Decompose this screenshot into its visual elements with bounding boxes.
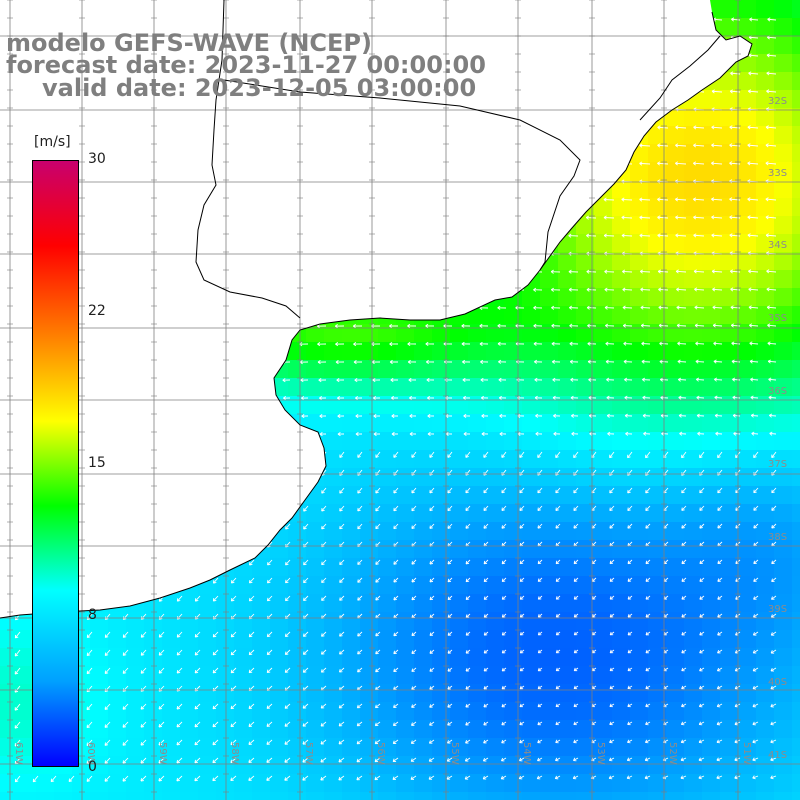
- colorbar-tick-22: 22: [88, 303, 106, 319]
- latitude-label: 40S: [768, 677, 787, 688]
- colorbar-tick-0: 0: [88, 759, 97, 775]
- latitude-label: 33S: [768, 168, 787, 179]
- latitude-labels: 32S 33S 34S 35S 36S 37S 38S 39S 40S 41S: [768, 96, 787, 761]
- valid-date: valid date: 2023-12-05 03:00:00: [42, 74, 477, 102]
- longitude-label: 56W: [375, 742, 386, 765]
- longitude-label: 61W: [13, 742, 24, 765]
- forecast-date: forecast date: 2023-11-27 00:00:00: [6, 51, 486, 79]
- colorbar-unit: [m/s]: [34, 134, 71, 150]
- latitude-label: 32S: [768, 96, 787, 107]
- longitude-label: 58W: [229, 742, 240, 765]
- longitude-label: 52W: [667, 742, 678, 765]
- longitude-label: 59W: [157, 742, 168, 765]
- colorbar-tick-30: 30: [88, 151, 106, 167]
- coastline: [0, 0, 753, 619]
- longitude-label: 53W: [595, 742, 606, 765]
- latitude-label: 35S: [768, 313, 787, 324]
- longitude-label: 54W: [521, 742, 532, 765]
- latitude-label: 37S: [768, 459, 787, 470]
- latitude-label: 36S: [768, 386, 787, 397]
- model-title: modelo GEFS-WAVE (NCEP): [6, 29, 372, 57]
- longitude-label: 57W: [303, 742, 314, 765]
- colorbar-gradient: [32, 160, 79, 767]
- longitude-label: 51W: [741, 742, 752, 765]
- colorbar-tick-15: 15: [88, 455, 106, 471]
- latitude-label: 41S: [768, 750, 787, 761]
- latitude-label: 39S: [768, 604, 787, 615]
- longitude-label: 60W: [85, 742, 96, 765]
- longitude-labels: 61W 60W 59W 58W 57W 56W 55W 54W 53W 52W 51W: [13, 742, 752, 765]
- latitude-label: 38S: [768, 532, 787, 543]
- longitude-label: 55W: [449, 742, 460, 765]
- latitude-label: 34S: [768, 240, 787, 251]
- colorbar-tick-8: 8: [88, 607, 97, 623]
